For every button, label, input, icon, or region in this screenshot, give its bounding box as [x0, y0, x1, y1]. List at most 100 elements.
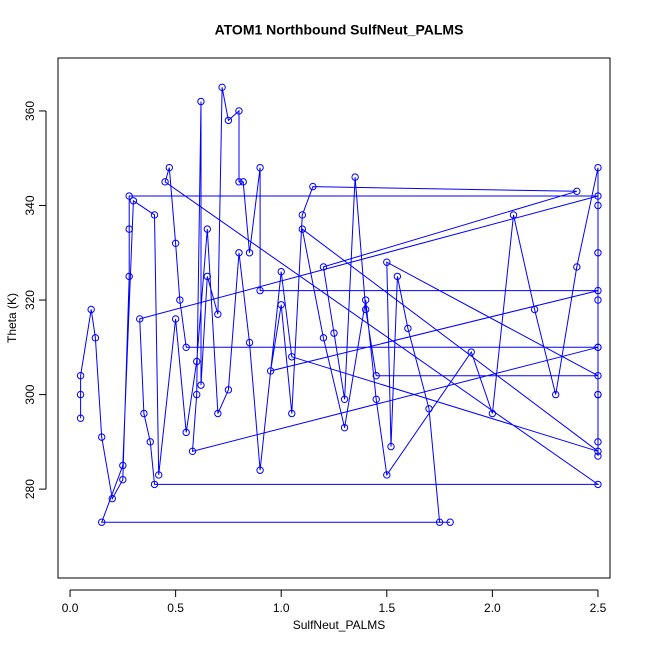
x-axis-label: SulfNeut_PALMS — [293, 618, 386, 632]
data-point — [509, 211, 518, 219]
data-point — [594, 480, 602, 489]
y-tick-label: 360 — [23, 101, 37, 121]
data-point — [372, 371, 380, 380]
data-point — [594, 452, 602, 460]
data-point — [245, 338, 254, 347]
data-point — [235, 178, 243, 186]
data-point — [214, 409, 222, 418]
data-point — [340, 395, 349, 404]
data-point — [594, 163, 602, 172]
x-tick-label: 1.5 — [378, 601, 395, 615]
data-point — [125, 192, 133, 200]
data-point — [239, 178, 247, 186]
data-point — [319, 334, 328, 342]
data-point — [594, 296, 602, 304]
data-point — [193, 357, 201, 366]
data-point — [235, 107, 243, 115]
data-point — [256, 286, 264, 295]
data-point — [182, 343, 190, 352]
x-tick-label: 1.0 — [273, 601, 290, 615]
data-point — [176, 296, 184, 304]
data-point — [76, 414, 85, 422]
data-point — [387, 442, 395, 451]
data-point — [108, 494, 116, 503]
data-point — [594, 447, 602, 456]
data-point — [150, 480, 159, 489]
data-point — [351, 173, 359, 181]
data-point — [235, 249, 243, 257]
data-point — [488, 409, 497, 418]
data-point — [594, 343, 602, 352]
data-point — [309, 182, 317, 191]
data-point — [372, 395, 380, 404]
data-point — [91, 334, 100, 342]
data-point — [125, 272, 133, 281]
y-tick-label: 300 — [23, 384, 37, 404]
plot-box — [57, 57, 611, 579]
data-point — [361, 296, 370, 304]
x-tick-label: 0.0 — [62, 601, 79, 615]
data-point — [119, 461, 127, 470]
data-point — [119, 475, 127, 484]
data-point — [125, 225, 133, 233]
data-point — [446, 518, 454, 526]
data-point — [277, 301, 285, 309]
data-point — [256, 163, 264, 172]
data-point — [425, 405, 433, 413]
data-point — [404, 324, 412, 333]
data-point — [87, 305, 95, 314]
data-point — [224, 386, 233, 394]
y-axis-label: Theta (K) — [5, 293, 19, 343]
y-tick-label: 340 — [23, 195, 37, 215]
x-tick-label: 2.0 — [484, 601, 501, 615]
data-point — [171, 239, 180, 248]
data-point — [193, 390, 201, 399]
data-point — [98, 518, 106, 526]
data-point — [298, 225, 307, 233]
data-point — [552, 390, 560, 399]
data-point — [594, 286, 602, 295]
data-point — [214, 310, 222, 318]
data-point — [224, 116, 233, 125]
x-tick-label: 2.5 — [590, 601, 607, 615]
data-point — [340, 423, 349, 432]
data-point — [136, 315, 144, 323]
data-point — [165, 163, 173, 172]
data-point — [182, 428, 190, 437]
data-point — [383, 471, 391, 479]
data-point — [594, 371, 602, 380]
data-point — [573, 263, 581, 271]
data-point — [150, 211, 159, 219]
data-point — [245, 249, 254, 257]
data-point — [594, 249, 602, 257]
data-point — [203, 225, 211, 233]
data-point — [146, 438, 154, 446]
data-point — [393, 272, 402, 281]
data-point — [98, 433, 106, 441]
data-point — [594, 438, 602, 446]
data-point — [218, 83, 226, 92]
data-point — [573, 187, 581, 196]
data-point — [266, 367, 275, 375]
data-point — [161, 178, 169, 186]
data-point — [203, 272, 211, 281]
y-tick-label: 320 — [23, 290, 37, 310]
data-point — [594, 192, 602, 200]
y-tick-label: 280 — [23, 479, 37, 499]
data-point — [76, 371, 85, 380]
chart-title: ATOM1 Northbound SulfNeut_PALMS — [215, 22, 464, 38]
data-point — [594, 390, 602, 399]
data-point — [188, 447, 197, 456]
data-point — [277, 267, 285, 276]
data-point — [256, 466, 264, 474]
data-point — [197, 381, 205, 389]
data-point — [467, 348, 475, 356]
data-point — [140, 409, 148, 418]
data-point — [288, 409, 296, 418]
data-point — [330, 329, 338, 337]
data-point — [76, 390, 85, 399]
data-point — [197, 97, 205, 106]
data-line — [80, 87, 600, 523]
data-point — [129, 197, 138, 205]
